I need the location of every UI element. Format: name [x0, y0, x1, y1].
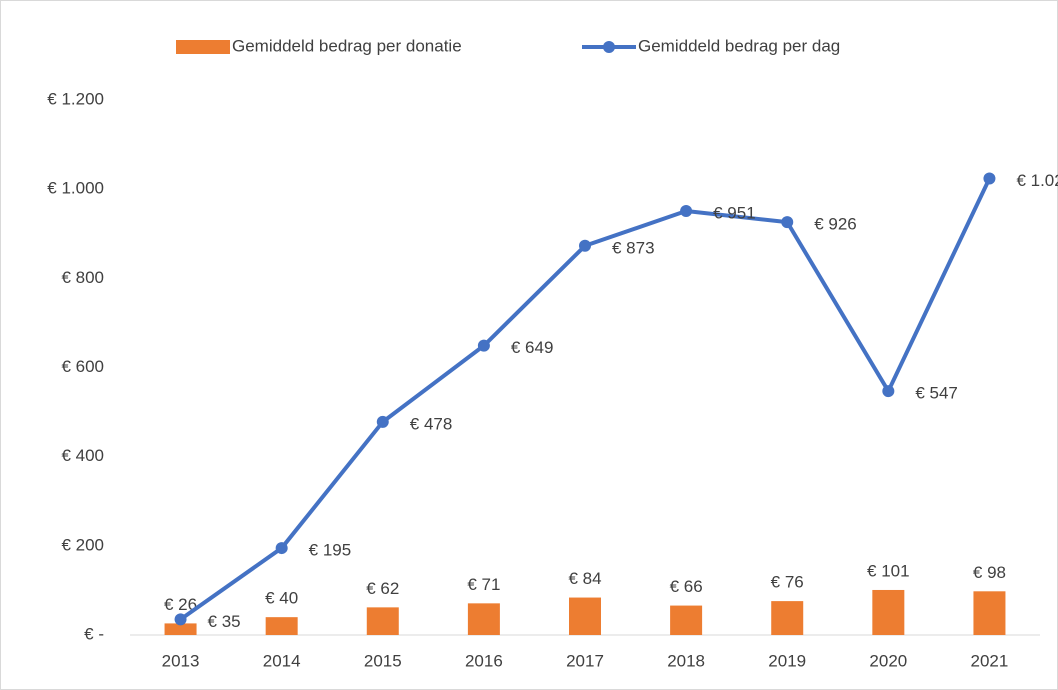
legend-label: Gemiddeld bedrag per donatie	[232, 36, 462, 55]
bar	[670, 605, 703, 635]
x-tick-label: 2019	[768, 651, 806, 670]
x-tick-label: 2020	[869, 651, 907, 670]
line-value-label: € 35	[208, 612, 241, 631]
line-value-label: € 1.024	[1016, 171, 1058, 190]
bar-value-label: € 40	[265, 589, 298, 608]
line-point	[781, 216, 794, 229]
bar-value-label: € 98	[973, 563, 1006, 582]
line-point	[882, 385, 895, 398]
bar	[973, 591, 1006, 635]
bar-value-label: € 71	[467, 575, 500, 594]
line-point	[275, 542, 288, 555]
bar-value-label: € 84	[568, 569, 601, 588]
y-tick-label: € 1.000	[47, 179, 104, 198]
line-value-label: € 478	[410, 414, 453, 433]
line-point	[376, 415, 389, 428]
line-value-label: € 926	[814, 215, 857, 234]
x-tick-label: 2015	[364, 651, 402, 670]
line-point	[579, 239, 591, 252]
bar	[366, 607, 399, 635]
legend-swatch	[176, 40, 230, 54]
legend-swatch	[603, 41, 615, 53]
x-tick-label: 2016	[465, 651, 503, 670]
bar	[872, 589, 905, 635]
bar	[265, 617, 298, 635]
y-tick-label: € 400	[61, 446, 104, 465]
bar	[771, 601, 804, 635]
line-point	[477, 339, 490, 352]
line-value-label: € 649	[511, 338, 554, 357]
x-tick-label: 2021	[971, 651, 1009, 670]
y-tick-label: € 200	[61, 535, 104, 554]
line-point	[680, 205, 693, 218]
line-point	[983, 172, 996, 185]
bar-value-label: € 76	[771, 573, 804, 592]
bar	[164, 623, 197, 635]
bar-value-label: € 26	[164, 595, 197, 614]
bar-value-label: € 62	[366, 579, 399, 598]
line-value-label: € 873	[612, 238, 655, 257]
x-tick-label: 2014	[263, 651, 301, 670]
bar	[467, 603, 500, 635]
legend-label: Gemiddeld bedrag per dag	[638, 36, 840, 55]
y-tick-label: € 600	[61, 357, 104, 376]
line-value-label: € 951	[713, 203, 756, 222]
bar-value-label: € 66	[670, 577, 703, 596]
line-value-label: € 195	[309, 541, 352, 560]
bar-value-label: € 101	[867, 561, 910, 580]
x-tick-label: 2018	[667, 651, 705, 670]
line-value-label: € 547	[915, 384, 958, 403]
bar	[569, 597, 601, 635]
y-tick-label: € 1.200	[47, 89, 104, 108]
y-tick-label: € 800	[61, 268, 104, 287]
x-tick-label: 2017	[566, 651, 604, 670]
line-point	[174, 613, 187, 626]
y-tick-label: € -	[84, 624, 104, 643]
x-tick-label: 2013	[162, 651, 200, 670]
